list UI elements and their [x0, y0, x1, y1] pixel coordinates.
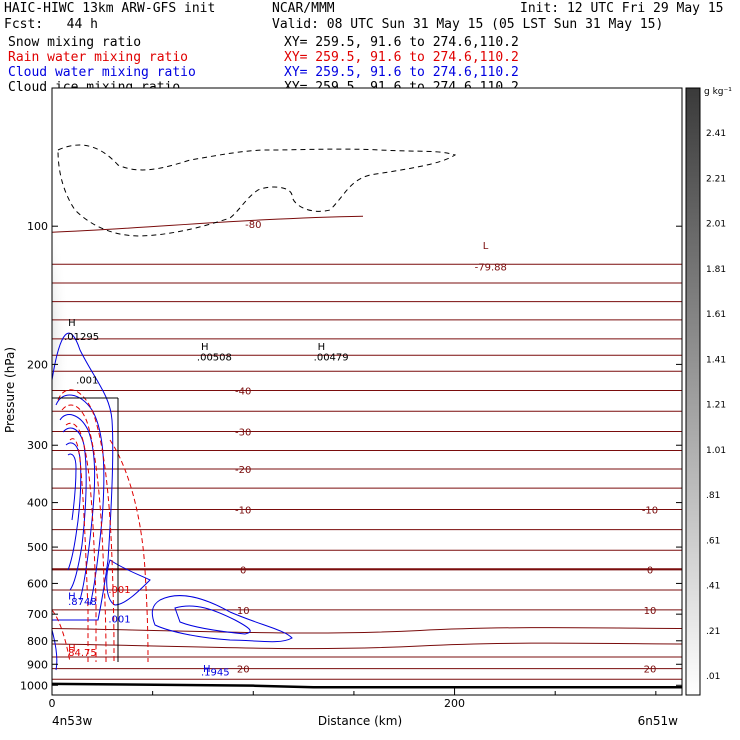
x-tick-label: 0 [49, 697, 56, 710]
right-endpoint-label: 6n51w [638, 714, 679, 728]
contour-annotation: .1945 [201, 667, 230, 678]
y-tick-label: 600 [27, 577, 48, 590]
field-name-snow: Snow mixing ratio [8, 35, 142, 50]
rain-water-contours [52, 389, 149, 663]
y-axis-title: Pressure (hPa) [3, 347, 17, 433]
contour-annotation: -79.88 [475, 263, 507, 274]
contour-annotation: .00508 [197, 352, 232, 363]
colorbar-gradient [685, 87, 701, 696]
colorbar-label: 2.41 [706, 129, 726, 139]
contour-annotations: L-79.88H.01295H.00508H.00479.001.001H.87… [64, 241, 507, 679]
valid-time: Valid: 08 UTC Sun 31 May 15 (05 LST Sun … [272, 17, 664, 32]
isotherm-label: -30 [235, 427, 251, 438]
y-tick-label: 400 [27, 497, 48, 510]
y-tick-label: 800 [27, 635, 48, 648]
contour-annotation: 84.75 [68, 648, 97, 659]
colorbar: g kg⁻¹ 2.41 2.21 2.01 1.81 1.61 1.41 1.21 1.01.… [685, 87, 732, 696]
surface-pressure-line [52, 682, 682, 689]
plot-area [52, 88, 682, 695]
cloud-ice-contour [57, 144, 457, 237]
colorbar-unit: g kg⁻¹ [704, 87, 732, 97]
isotherm-line [52, 215, 364, 233]
isotherm-label: -20 [235, 465, 251, 476]
isotherm-label: 20 [237, 665, 250, 676]
field-xy-cloud-water: XY= 259.5, 91.6 to 274.6,110.2 [284, 65, 519, 80]
init-time: Init: 12 UTC Fri 29 May 15 [520, 1, 724, 16]
colorbar-label: 2.21 [706, 174, 726, 184]
field-xy-rain: XY= 259.5, 91.6 to 274.6,110.2 [284, 50, 519, 65]
contour-annotation: L [483, 241, 489, 252]
y-tick-label: 1000 [20, 679, 48, 692]
contour-annotation: H [318, 342, 326, 353]
contour-annotation: H [68, 644, 76, 655]
colorbar-labels: 2.41 2.21 2.01 1.81 1.61 1.41 1.21 1.01 .81 .61 .4… [706, 129, 726, 682]
contour-annotation: H [203, 664, 211, 675]
isotherm-side-label: 20 [644, 665, 657, 676]
colorbar-label: 1.41 [706, 355, 726, 365]
contour-annotation: .01295 [64, 332, 99, 343]
y-tick-label: 200 [27, 358, 48, 371]
plot-border [51, 87, 683, 696]
isotherm-label: 10 [237, 606, 250, 617]
cloud-water-contours [52, 332, 293, 671]
section-boundary-lines [52, 397, 119, 662]
colorbar-label: .21 [706, 627, 720, 637]
contour-annotation: .8748 [68, 597, 97, 608]
colorbar-label: .61 [706, 536, 720, 546]
contour-annotation: H [68, 591, 76, 602]
colorbar-label: .01 [706, 672, 720, 682]
isotherm-lines: -80 -40 -30 -20 -10 0 10 20 -10 0 10 20 [52, 215, 682, 680]
isotherm-label: -80 [245, 220, 261, 231]
isotherm-line [52, 642, 682, 650]
y-tick-label: 700 [27, 608, 48, 621]
colorbar-label: 1.01 [706, 446, 726, 456]
y-tick-label: 900 [27, 658, 48, 671]
isotherm-label: 0 [240, 565, 246, 576]
colorbar-label: 1.21 [706, 401, 726, 411]
isotherm-label: -40 [235, 387, 251, 398]
contour-annotation: .001 [108, 585, 130, 596]
x-axis: 0 200 [49, 687, 657, 710]
field-name-cloud-water: Cloud water mixing ratio [8, 65, 196, 80]
contour-annotation: H [68, 318, 76, 329]
institution-label: NCAR/MMM [272, 1, 335, 16]
colorbar-label: 1.81 [706, 265, 726, 275]
field-xy-snow: XY= 259.5, 91.6 to 274.6,110.2 [284, 35, 519, 50]
y-tick-label: 100 [27, 220, 48, 233]
x-axis-title: Distance (km) [318, 714, 402, 728]
contour-annotation: .001 [108, 615, 130, 626]
left-endpoint-label: 4n53w [52, 714, 93, 728]
colorbar-label: .41 [706, 582, 720, 592]
field-name-rain: Rain water mixing ratio [8, 50, 189, 65]
colorbar-label: 2.01 [706, 220, 726, 230]
plot-title: HAIC-HIWC 13km ARW-GFS init [4, 1, 216, 16]
contour-annotation: .00479 [314, 352, 349, 363]
contour-annotation: H [201, 342, 209, 353]
y-tick-label: 500 [27, 541, 48, 554]
isotherm-label: -10 [235, 505, 251, 516]
isotherm-side-label: -10 [642, 505, 658, 516]
isotherm-side-label: 10 [644, 606, 657, 617]
colorbar-label: 1.61 [706, 310, 726, 320]
contour-annotation: .001 [76, 375, 98, 386]
isotherm-side-label: 0 [647, 565, 653, 576]
forecast-hour: Fcst: 44 h [4, 17, 98, 32]
y-tick-label: 300 [27, 439, 48, 452]
colorbar-label: .81 [706, 491, 720, 501]
x-tick-label: 200 [444, 697, 465, 710]
